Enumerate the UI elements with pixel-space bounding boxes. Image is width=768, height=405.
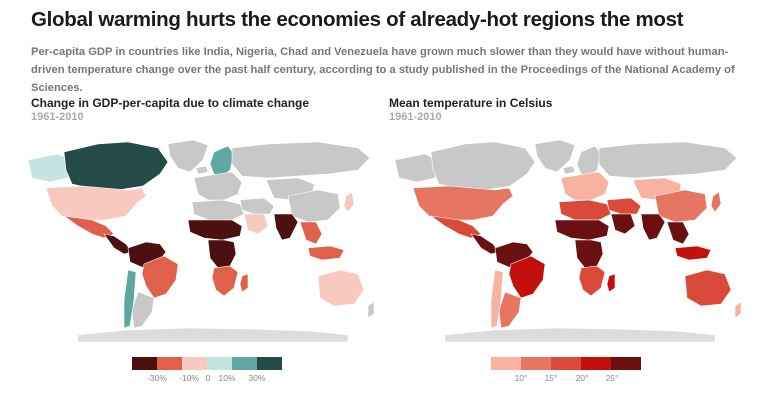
region-new-zealand: [367, 301, 375, 319]
region-indonesia: [307, 245, 345, 261]
temperature-legend: [491, 357, 641, 370]
region-iceland: [562, 165, 576, 175]
legend-swatch: [257, 357, 282, 370]
gdp-legend-label: 10%: [218, 373, 236, 383]
region-europe: [560, 171, 610, 201]
legend-swatch: [551, 357, 581, 370]
region-usa: [45, 185, 147, 221]
region-chile: [490, 269, 504, 329]
region-china: [654, 189, 708, 223]
region-india: [273, 213, 299, 241]
region-canada: [63, 141, 169, 191]
region-sahel: [187, 219, 243, 241]
region-north-africa: [558, 199, 612, 221]
region-new-zealand: [734, 301, 742, 319]
region-central-america: [470, 233, 500, 255]
temperature-legend-label: 10°: [514, 373, 528, 383]
region-middle-east: [239, 197, 275, 215]
region-indonesia: [674, 245, 712, 261]
region-sahel: [554, 219, 610, 241]
region-japan: [710, 191, 722, 213]
region-china: [287, 189, 341, 223]
region-brazil: [508, 255, 546, 299]
region-japan: [343, 191, 355, 213]
region-india: [640, 213, 666, 241]
chart-title: Global warming hurts the economies of al…: [31, 8, 684, 31]
temperature-legend-label: 20°: [575, 373, 589, 383]
region-brazil: [141, 255, 179, 299]
gdp-legend-label: -30%: [147, 373, 167, 383]
region-arabia: [243, 213, 269, 235]
legend-swatch: [232, 357, 257, 370]
region-southern-africa: [211, 265, 239, 297]
region-southeast-asia: [666, 221, 690, 245]
temperature-map-period: 1961-2010: [389, 111, 442, 123]
region-arabia: [610, 213, 636, 235]
gdp-change-world-map: [27, 139, 375, 343]
region-southeast-asia: [299, 221, 323, 245]
temperature-legend-label: 15°: [544, 373, 558, 383]
region-south-america-south: [131, 291, 155, 329]
region-middle-east: [606, 197, 642, 215]
gdp-legend-label: 30%: [248, 373, 266, 383]
gdp-map-title: Change in GDP-per-capita due to climate …: [31, 96, 310, 110]
gdp-legend-label: 0: [205, 373, 211, 383]
legend-swatch: [132, 357, 157, 370]
region-europe: [193, 171, 243, 201]
region-madagascar: [606, 273, 616, 293]
legend-swatch: [491, 357, 521, 370]
legend-swatch: [207, 357, 232, 370]
gdp-legend-label: -10%: [179, 373, 199, 383]
region-southern-africa: [578, 265, 606, 297]
legend-swatch: [581, 357, 611, 370]
region-australia: [317, 269, 365, 307]
region-antarctica: [444, 327, 716, 343]
legend-swatch: [611, 357, 641, 370]
region-central-africa: [574, 239, 604, 269]
legend-swatch: [521, 357, 551, 370]
chart-subtitle: Per-capita GDP in countries like India, …: [31, 46, 735, 94]
region-russia: [231, 141, 371, 179]
region-greenland: [167, 139, 209, 173]
legend-swatch: [182, 357, 207, 370]
region-alaska: [27, 153, 71, 183]
region-australia: [684, 269, 732, 307]
region-south-america-south: [498, 291, 522, 329]
region-antarctica: [77, 327, 349, 343]
region-canada: [430, 141, 536, 191]
region-central-africa: [207, 239, 237, 269]
temperature-legend-label: 25°: [605, 373, 619, 383]
region-greenland: [534, 139, 576, 173]
legend-swatch: [157, 357, 182, 370]
gdp-map-period: 1961-2010: [31, 111, 84, 123]
temperature-map-title: Mean temperature in Celsius: [389, 96, 553, 110]
region-russia: [598, 141, 738, 179]
region-north-africa: [191, 199, 245, 221]
gdp-legend: [132, 357, 282, 370]
region-usa: [412, 185, 514, 221]
mean-temperature-world-map: [394, 139, 742, 343]
region-chile: [123, 269, 137, 329]
region-iceland: [195, 165, 209, 175]
region-alaska: [394, 153, 438, 183]
region-madagascar: [239, 273, 249, 293]
region-central-america: [103, 233, 133, 255]
